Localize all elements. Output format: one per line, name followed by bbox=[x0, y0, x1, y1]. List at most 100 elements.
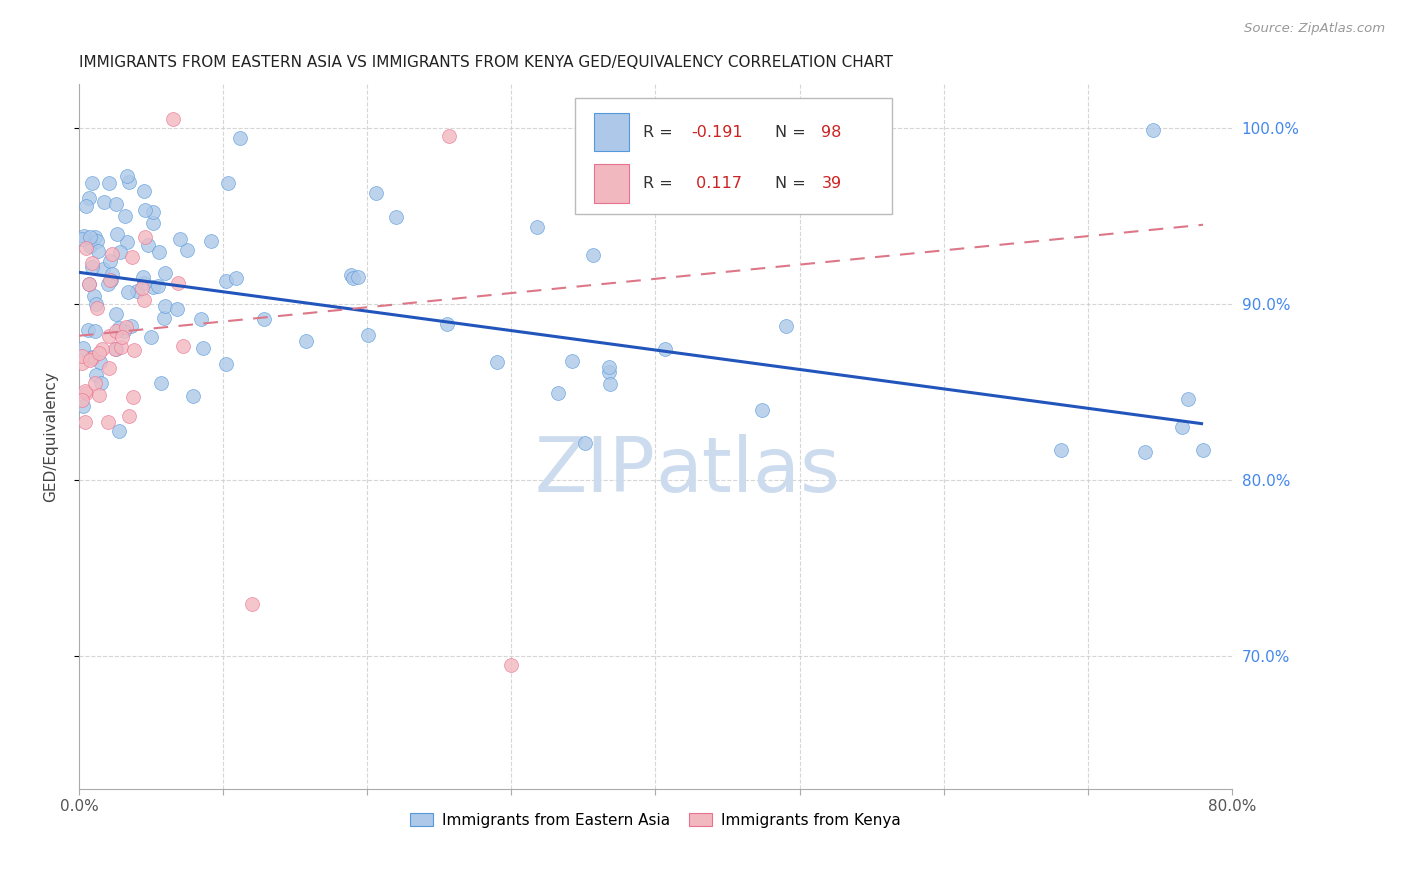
Point bbox=[101, 247, 124, 261]
Text: R =: R = bbox=[643, 176, 683, 191]
Point bbox=[89, 388, 111, 402]
Point bbox=[115, 235, 138, 250]
Point bbox=[1177, 392, 1199, 406]
Point bbox=[139, 329, 162, 343]
Point bbox=[295, 334, 318, 348]
Point bbox=[134, 277, 156, 291]
Point bbox=[75, 384, 97, 399]
Point bbox=[82, 351, 104, 365]
Point bbox=[122, 343, 145, 358]
Text: IMMIGRANTS FROM EASTERN ASIA VS IMMIGRANTS FROM KENYA GED/EQUIVALENCY CORRELATIO: IMMIGRANTS FROM EASTERN ASIA VS IMMIGRAN… bbox=[79, 55, 893, 70]
Point bbox=[90, 376, 112, 391]
Point bbox=[191, 341, 214, 355]
Point bbox=[115, 169, 138, 184]
Point bbox=[228, 130, 250, 145]
Point bbox=[240, 597, 263, 611]
Point bbox=[134, 203, 156, 218]
Text: 98: 98 bbox=[821, 125, 842, 139]
Point bbox=[79, 230, 101, 244]
Point bbox=[547, 386, 569, 401]
Point bbox=[501, 658, 523, 673]
Point bbox=[97, 415, 120, 429]
Point bbox=[599, 376, 621, 391]
Point bbox=[89, 355, 111, 369]
Point bbox=[526, 219, 548, 234]
Text: 39: 39 bbox=[821, 176, 842, 191]
Point bbox=[108, 424, 131, 438]
Point bbox=[93, 194, 115, 209]
Point bbox=[134, 184, 156, 198]
Point bbox=[105, 342, 128, 356]
Text: 0.117: 0.117 bbox=[692, 176, 742, 191]
Text: Source: ZipAtlas.com: Source: ZipAtlas.com bbox=[1244, 22, 1385, 36]
Point bbox=[98, 272, 121, 286]
Point bbox=[86, 244, 108, 259]
Point bbox=[121, 250, 143, 264]
Point bbox=[134, 229, 156, 244]
Point bbox=[581, 248, 603, 262]
Point bbox=[751, 402, 773, 417]
Text: N =: N = bbox=[775, 125, 811, 139]
Point bbox=[77, 277, 100, 291]
Point bbox=[385, 210, 408, 224]
Point bbox=[104, 307, 127, 321]
Point bbox=[1050, 442, 1073, 457]
Point bbox=[98, 361, 121, 376]
Point bbox=[108, 244, 131, 259]
Point bbox=[342, 271, 364, 285]
Point bbox=[172, 339, 194, 353]
Point bbox=[346, 269, 368, 284]
Point bbox=[110, 340, 132, 354]
Point bbox=[80, 350, 103, 364]
Point bbox=[84, 297, 107, 311]
Point bbox=[100, 273, 122, 287]
Point bbox=[131, 280, 153, 294]
Legend: Immigrants from Eastern Asia, Immigrants from Kenya: Immigrants from Eastern Asia, Immigrants… bbox=[404, 806, 907, 834]
Point bbox=[73, 229, 96, 244]
Point bbox=[561, 354, 583, 368]
Point bbox=[91, 342, 114, 356]
Point bbox=[83, 376, 105, 390]
Point bbox=[105, 227, 128, 241]
Point bbox=[98, 329, 121, 343]
FancyBboxPatch shape bbox=[595, 112, 628, 152]
Point bbox=[104, 324, 127, 338]
Text: ZIP: ZIP bbox=[534, 434, 655, 508]
Point bbox=[83, 288, 105, 302]
Point bbox=[181, 389, 204, 403]
Point bbox=[98, 253, 121, 268]
Point bbox=[84, 368, 107, 382]
Point bbox=[486, 355, 509, 369]
Point bbox=[132, 293, 155, 308]
Point bbox=[153, 266, 176, 280]
Point bbox=[111, 329, 134, 343]
Point bbox=[167, 276, 190, 290]
Point bbox=[169, 232, 191, 246]
Point bbox=[146, 279, 169, 293]
Y-axis label: GED/Equivalency: GED/Equivalency bbox=[44, 371, 58, 501]
Point bbox=[80, 260, 103, 274]
Point bbox=[166, 301, 188, 316]
Point bbox=[75, 241, 97, 255]
Point bbox=[79, 353, 101, 368]
Point bbox=[87, 345, 110, 359]
Point bbox=[1170, 420, 1192, 434]
Point bbox=[86, 234, 108, 248]
Point bbox=[112, 324, 135, 338]
Point bbox=[439, 128, 461, 143]
Point bbox=[654, 342, 676, 356]
Point bbox=[117, 175, 139, 189]
Point bbox=[142, 216, 165, 230]
Point bbox=[574, 436, 596, 450]
FancyBboxPatch shape bbox=[575, 98, 891, 214]
Point bbox=[125, 284, 148, 298]
Point bbox=[215, 357, 238, 371]
Point bbox=[149, 376, 172, 390]
Point bbox=[215, 274, 238, 288]
Point bbox=[70, 350, 93, 364]
Point bbox=[70, 231, 93, 245]
Point bbox=[72, 341, 94, 355]
Point bbox=[83, 229, 105, 244]
Point bbox=[76, 323, 98, 337]
Point bbox=[598, 359, 620, 374]
